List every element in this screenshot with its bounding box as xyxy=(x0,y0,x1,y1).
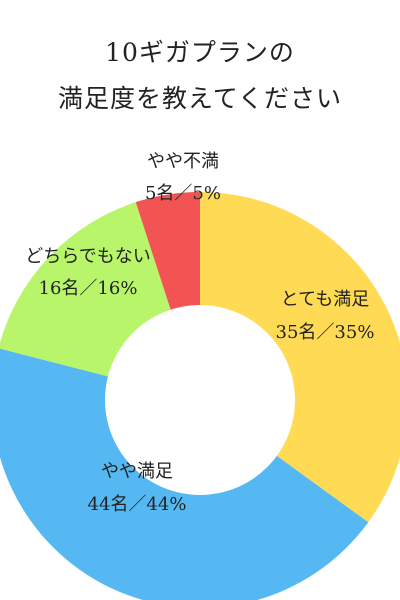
chart-title-line-2: 満足度を教えてください xyxy=(57,84,342,113)
slice-name-label: やや不満 xyxy=(147,151,219,172)
chart-title-line-1: 10ギガプランの xyxy=(105,38,295,67)
slice-value-label: 5名／5% xyxy=(145,183,221,204)
slice-name-label: やや満足 xyxy=(101,461,173,482)
slice-value-label: 44名／44% xyxy=(88,494,187,515)
slice-value-label: 16名／16% xyxy=(39,278,138,299)
donut-slice xyxy=(200,192,400,523)
donut-hole xyxy=(105,305,295,495)
slice-name-label: とても満足 xyxy=(281,289,370,310)
slice-value-label: 35名／35% xyxy=(276,322,375,343)
slice-name-label: どちらでもない xyxy=(25,246,150,267)
